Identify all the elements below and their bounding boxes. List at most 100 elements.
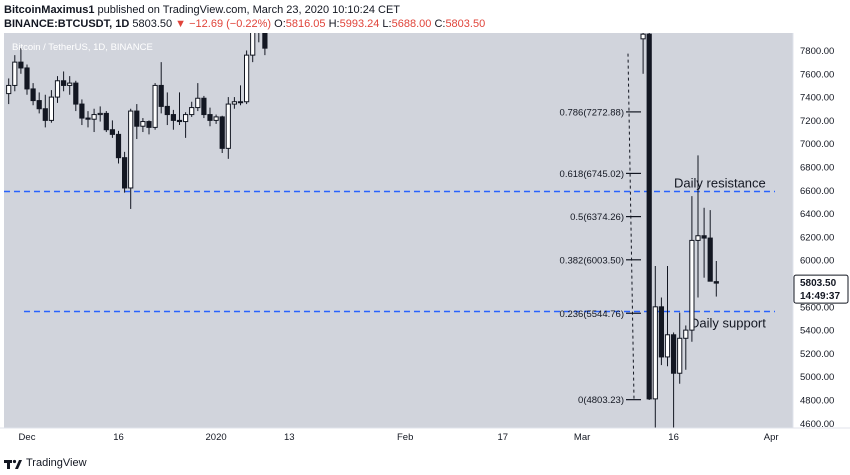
triangle-down-icon: ▼ <box>175 18 187 30</box>
x-tick-label-4: Feb <box>397 432 413 443</box>
candle-body-11 <box>73 82 79 105</box>
candle-body-43 <box>640 33 646 40</box>
fib-label-4: 0.236(5544.76) <box>560 309 624 320</box>
price-axis <box>793 33 850 428</box>
fib-label-1: 0.618(6745.02) <box>560 169 624 180</box>
y-tick-label-10: 6600.00 <box>800 186 834 197</box>
y-tick-label-13: 7200.00 <box>800 116 834 127</box>
candle-body-6 <box>42 108 48 121</box>
y-tick-label-0: 4600.00 <box>800 419 834 430</box>
open-value: 5816.05 <box>285 18 326 30</box>
high-value: 5993.24 <box>339 18 380 30</box>
candle-body-46 <box>658 306 664 358</box>
y-tick-label-11: 6800.00 <box>800 162 834 173</box>
candle-body-35 <box>219 116 225 149</box>
ohlc-line: BINANCE:BTCUSDT, 1D 5803.50 ▼ −12.69 (−0… <box>4 17 485 31</box>
candle-body-54 <box>707 237 713 282</box>
y-tick-label-3: 5200.00 <box>800 349 834 360</box>
candle-body-20 <box>128 110 134 189</box>
candle-body-2 <box>18 61 24 69</box>
last-price: 5803.50 <box>132 18 173 30</box>
candle-body-13 <box>85 117 91 120</box>
candle-body-26 <box>164 105 170 116</box>
close-value: 5803.50 <box>445 18 486 30</box>
tradingview-logo-icon[interactable] <box>4 457 22 469</box>
candle-body-53 <box>701 235 707 239</box>
candle-body-22 <box>140 121 146 127</box>
candle-body-9 <box>61 80 67 86</box>
x-tick-label-2: 2020 <box>206 432 227 443</box>
y-tick-label-9: 6400.00 <box>800 209 834 220</box>
y-tick-label-5: 5600.00 <box>800 302 834 313</box>
current-price-label: 5803.50 <box>800 278 837 289</box>
countdown-label: 14:49:37 <box>800 291 840 302</box>
change-value: −12.69 (−0.22%) <box>189 18 272 30</box>
hline-label-1: Daily support <box>690 315 766 330</box>
low-label: L: <box>382 18 392 30</box>
x-tick-label-3: 13 <box>284 432 295 443</box>
candle-body-19 <box>122 157 128 189</box>
candle-body-17 <box>109 129 116 135</box>
candle-body-0 <box>6 84 12 95</box>
candle-body-14 <box>91 114 97 120</box>
current-price-box <box>793 274 849 304</box>
symbol-label: BINANCE:BTCUSDT, 1D <box>4 18 130 30</box>
candle-body-4 <box>30 88 36 102</box>
candle-body-16 <box>103 112 109 131</box>
fib-label-2: 0.5(6374.26) <box>570 212 624 223</box>
candle-body-51 <box>689 239 695 331</box>
candle-body-23 <box>146 121 152 128</box>
high-label: H: <box>328 18 340 30</box>
candle-body-15 <box>97 112 103 116</box>
publish-info: published on TradingView.com, March 23, … <box>94 4 401 16</box>
close-label: C: <box>434 18 446 30</box>
publish-line: BitcoinMaximus1 published on TradingView… <box>4 3 485 17</box>
candle-body-27 <box>170 114 177 121</box>
x-tick-label-7: 16 <box>668 432 679 443</box>
fib-label-3: 0.382(6003.50) <box>560 255 624 266</box>
candle-body-36 <box>225 103 231 149</box>
chart-header: BitcoinMaximus1 published on TradingView… <box>4 3 485 31</box>
y-tick-label-4: 5400.00 <box>800 326 834 337</box>
y-tick-label-15: 7600.00 <box>800 69 834 80</box>
candle-body-33 <box>207 114 213 121</box>
candle-body-55 <box>713 281 719 284</box>
x-tick-label-5: 17 <box>498 432 509 443</box>
candle-body-12 <box>79 103 85 119</box>
author-name[interactable]: BitcoinMaximus1 <box>4 4 95 16</box>
plot-content: Daily resistance Daily support 0.786(7272.… <box>4 33 775 428</box>
candle-body-45 <box>652 306 658 400</box>
fib-label-5: 0(4803.23) <box>578 395 624 406</box>
candle-body-29 <box>183 114 189 123</box>
candle-body-3 <box>24 67 30 90</box>
candle-body-44 <box>646 33 652 400</box>
candle-body-42 <box>262 33 268 49</box>
candle-body-28 <box>176 119 183 123</box>
y-tick-label-16: 7800.00 <box>800 46 834 57</box>
candle-body-39 <box>244 54 250 103</box>
candle-body-8 <box>54 80 61 98</box>
time-axis <box>0 428 850 446</box>
candle-body-40 <box>250 33 256 56</box>
candle-body-24 <box>152 84 158 128</box>
x-tick-label-8: Apr <box>764 432 779 443</box>
candle-body-1 <box>12 61 18 86</box>
x-tick-label-0: Dec <box>19 432 36 443</box>
candle-body-5 <box>36 100 42 110</box>
fib-label-0: 0.786(7272.88) <box>560 107 624 118</box>
tradingview-brand[interactable]: TradingView <box>26 457 87 469</box>
candle-body-10 <box>67 82 73 86</box>
fib-trend-line <box>627 53 635 400</box>
candle-body-37 <box>231 101 238 105</box>
open-label: O: <box>274 18 286 30</box>
y-tick-label-1: 4800.00 <box>800 396 834 407</box>
candle-body-34 <box>213 116 219 121</box>
low-value: 5688.00 <box>391 18 432 30</box>
chart-title: Bitcoin / TetherUS, 1D, BINANCE <box>12 42 153 53</box>
candle-body-47 <box>664 334 671 358</box>
candle-body-31 <box>195 97 201 109</box>
y-tick-label-7: 6000.00 <box>800 256 834 267</box>
candle-body-52 <box>695 235 701 241</box>
candle-body-18 <box>115 133 122 159</box>
